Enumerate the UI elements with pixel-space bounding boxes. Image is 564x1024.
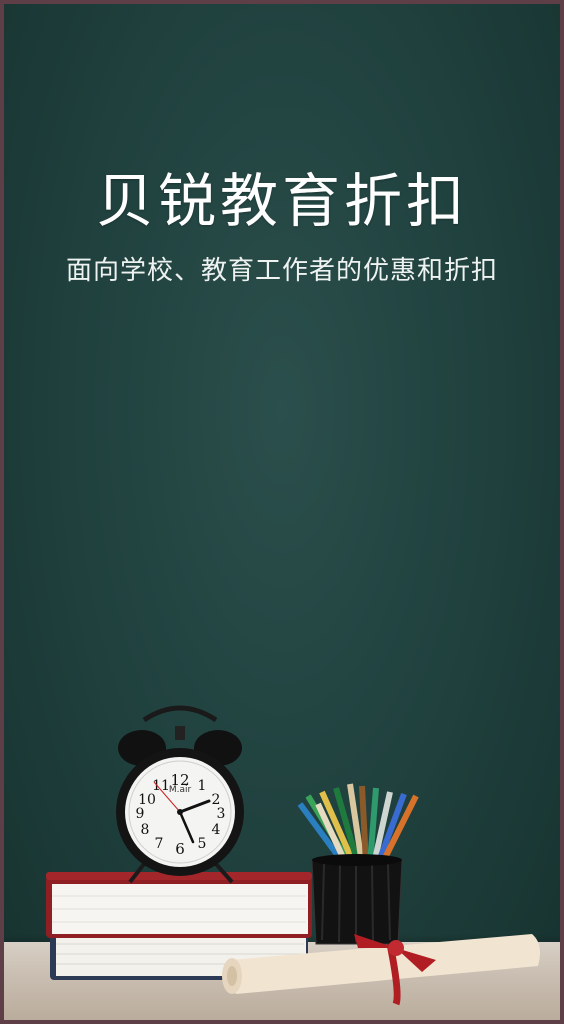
clock-numeral: 1 (198, 778, 207, 794)
diploma-scroll-icon (222, 934, 540, 1006)
alarm-clock-icon: M.air 12 1 2 3 4 5 6 7 8 9 10 11 (116, 705, 244, 884)
clock-numeral: 7 (155, 836, 164, 852)
clock-numeral: 3 (217, 806, 226, 822)
clock-numeral: 5 (198, 836, 207, 852)
clock-brand: M.air (169, 785, 192, 795)
clock-numeral: 2 (212, 792, 221, 808)
book-top (46, 872, 312, 938)
pencil-cup-icon (297, 783, 419, 945)
desk-illustration: M.air 12 1 2 3 4 5 6 7 8 9 10 11 (46, 705, 540, 1006)
clock-numeral: 11 (152, 778, 170, 794)
clock-numeral: 8 (141, 822, 150, 838)
page-subtitle: 面向学校、教育工作者的优惠和折扣 (65, 256, 498, 286)
clock-numeral: 6 (175, 840, 185, 858)
page-title: 贝锐教育折扣 (95, 167, 468, 235)
clock-numeral: 9 (136, 806, 145, 822)
clock-numeral: 10 (138, 792, 156, 808)
clock-numeral: 4 (212, 822, 221, 838)
clock-numeral: 12 (170, 771, 189, 789)
